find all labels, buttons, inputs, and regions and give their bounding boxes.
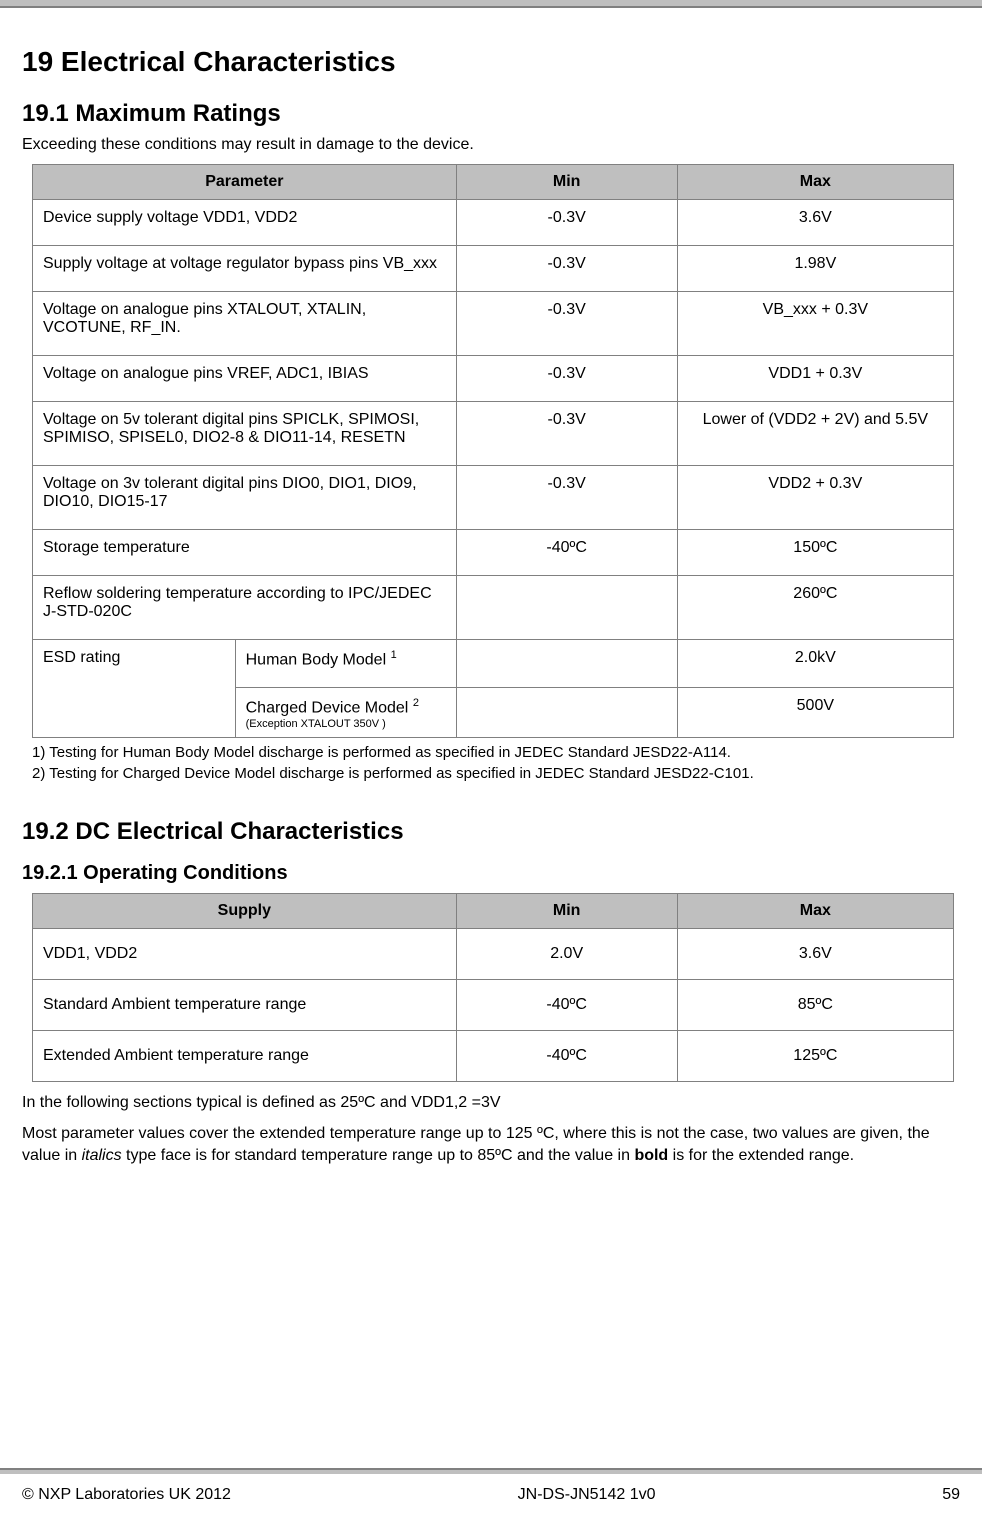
- cell-max: 260ºC: [677, 576, 953, 640]
- cell-min: -40ºC: [456, 1030, 677, 1081]
- table-row: Device supply voltage VDD1, VDD2 -0.3V 3…: [33, 200, 954, 246]
- col-max: Max: [677, 893, 953, 928]
- subsection-19-2-1-heading: 19.2.1 Operating Conditions: [22, 862, 960, 885]
- operating-conditions-table: Supply Min Max VDD1, VDD2 2.0V 3.6V Stan…: [32, 893, 954, 1082]
- cell-supply: Extended Ambient temperature range: [33, 1030, 457, 1081]
- cell-min: [456, 576, 677, 640]
- cell-param: Storage temperature: [33, 530, 457, 576]
- cell-param: Voltage on analogue pins VREF, ADC1, IBI…: [33, 356, 457, 402]
- table-row: Storage temperature -40ºC 150ºC: [33, 530, 954, 576]
- cell-max: 3.6V: [677, 928, 953, 979]
- col-min: Min: [456, 165, 677, 200]
- max-ratings-table: Parameter Min Max Device supply voltage …: [32, 164, 954, 640]
- note2-italics: italics: [82, 1147, 122, 1164]
- cdm-label: Charged Device Model: [246, 700, 409, 717]
- cell-esd-cdm: Charged Device Model 2 (Exception XTALOU…: [235, 688, 456, 738]
- table-header-row: Parameter Min Max: [33, 165, 954, 200]
- cell-param: Supply voltage at voltage regulator bypa…: [33, 246, 457, 292]
- subsection-19-2-heading: 19.2 DC Electrical Characteristics: [22, 818, 960, 846]
- cdm-sup: 2: [413, 697, 419, 709]
- cell-max: VDD2 + 0.3V: [677, 466, 953, 530]
- footnote-1: 1) Testing for Human Body Model discharg…: [22, 744, 960, 761]
- cell-min: -40ºC: [456, 530, 677, 576]
- cell-max: 2.0kV: [677, 640, 953, 688]
- cell-min: -0.3V: [456, 246, 677, 292]
- cell-max: VB_xxx + 0.3V: [677, 292, 953, 356]
- page-content: 19 Electrical Characteristics 19.1 Maxim…: [0, 8, 982, 1428]
- cell-max: 500V: [677, 688, 953, 738]
- cell-max: 150ºC: [677, 530, 953, 576]
- table-row: Reflow soldering temperature according t…: [33, 576, 954, 640]
- cell-max: 85ºC: [677, 979, 953, 1030]
- table-row: Supply voltage at voltage regulator bypa…: [33, 246, 954, 292]
- top-separator: [0, 0, 982, 8]
- temperature-range-note: Most parameter values cover the extended…: [22, 1123, 960, 1166]
- section-heading: 19 Electrical Characteristics: [22, 46, 960, 78]
- cell-param: Reflow soldering temperature according t…: [33, 576, 457, 640]
- col-parameter: Parameter: [33, 165, 457, 200]
- cell-esd-label: ESD rating: [33, 640, 236, 738]
- cell-min: -40ºC: [456, 979, 677, 1030]
- table-row: Voltage on analogue pins VREF, ADC1, IBI…: [33, 356, 954, 402]
- cell-min: [456, 640, 677, 688]
- cell-param: Voltage on 3v tolerant digital pins DIO0…: [33, 466, 457, 530]
- cell-esd-hbm: Human Body Model 1: [235, 640, 456, 688]
- cell-min: -0.3V: [456, 402, 677, 466]
- typical-definition-note: In the following sections typical is def…: [22, 1092, 960, 1114]
- table-row: Voltage on 5v tolerant digital pins SPIC…: [33, 402, 954, 466]
- footnote-2: 2) Testing for Charged Device Model disc…: [22, 765, 960, 782]
- subsection-19-1-heading: 19.1 Maximum Ratings: [22, 100, 960, 128]
- cell-supply: VDD1, VDD2: [33, 928, 457, 979]
- note2-post: is for the extended range.: [668, 1147, 854, 1164]
- table-row: VDD1, VDD2 2.0V 3.6V: [33, 928, 954, 979]
- col-min: Min: [456, 893, 677, 928]
- table-row: Voltage on 3v tolerant digital pins DIO0…: [33, 466, 954, 530]
- hbm-sup: 1: [391, 649, 397, 661]
- cell-max: VDD1 + 0.3V: [677, 356, 953, 402]
- cdm-note: (Exception XTALOUT 350V ): [246, 718, 446, 731]
- cell-max: Lower of (VDD2 + 2V) and 5.5V: [677, 402, 953, 466]
- note2-bold: bold: [634, 1147, 668, 1164]
- cell-min: 2.0V: [456, 928, 677, 979]
- table-row: Voltage on analogue pins XTALOUT, XTALIN…: [33, 292, 954, 356]
- cell-param: Voltage on analogue pins XTALOUT, XTALIN…: [33, 292, 457, 356]
- cell-max: 125ºC: [677, 1030, 953, 1081]
- cell-supply: Standard Ambient temperature range: [33, 979, 457, 1030]
- cell-min: -0.3V: [456, 200, 677, 246]
- col-supply: Supply: [33, 893, 457, 928]
- note2-mid: type face is for standard temperature ra…: [122, 1147, 635, 1164]
- subsection-19-1-intro: Exceeding these conditions may result in…: [22, 136, 960, 154]
- page-footer: © NXP Laboratories UK 2012 JN-DS-JN5142 …: [0, 1474, 982, 1522]
- cell-max: 1.98V: [677, 246, 953, 292]
- cell-min: -0.3V: [456, 292, 677, 356]
- cell-min: -0.3V: [456, 466, 677, 530]
- cell-min: [456, 688, 677, 738]
- hbm-label: Human Body Model: [246, 651, 387, 668]
- col-max: Max: [677, 165, 953, 200]
- cell-min: -0.3V: [456, 356, 677, 402]
- table-row: ESD rating Human Body Model 1 2.0kV: [33, 640, 954, 688]
- table-row: Standard Ambient temperature range -40ºC…: [33, 979, 954, 1030]
- table-row: Extended Ambient temperature range -40ºC…: [33, 1030, 954, 1081]
- table-header-row: Supply Min Max: [33, 893, 954, 928]
- cell-max: 3.6V: [677, 200, 953, 246]
- esd-rating-table: ESD rating Human Body Model 1 2.0kV Char…: [32, 639, 954, 738]
- cell-param: Device supply voltage VDD1, VDD2: [33, 200, 457, 246]
- cell-param: Voltage on 5v tolerant digital pins SPIC…: [33, 402, 457, 466]
